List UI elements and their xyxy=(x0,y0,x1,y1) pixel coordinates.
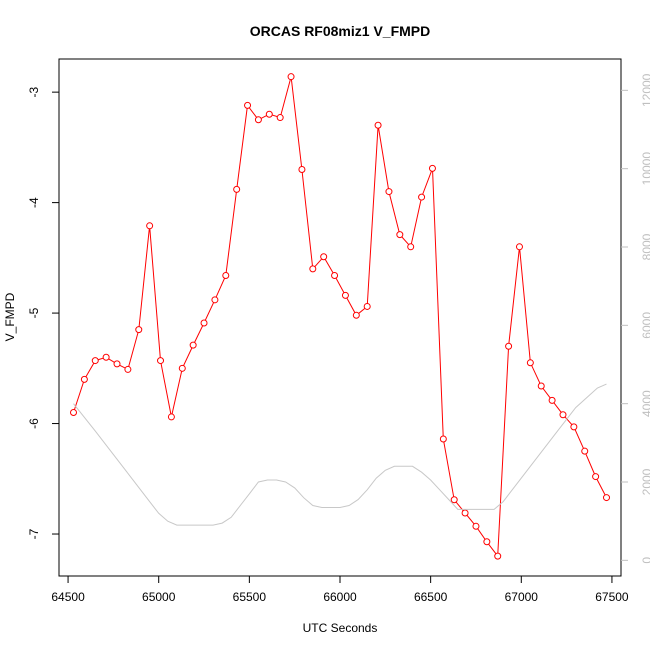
data-point xyxy=(526,359,534,367)
data-point xyxy=(331,272,339,280)
y-right-tick-label: 12000 xyxy=(640,73,650,107)
data-point xyxy=(254,116,262,124)
data-point xyxy=(407,243,415,251)
x-tick-label: 67000 xyxy=(505,590,539,604)
data-point xyxy=(537,382,545,390)
data-point xyxy=(102,353,110,361)
data-point xyxy=(178,364,186,372)
ticks-layer: 64500 65000 65500 66000 66500 67000 67500 -7 -6 -… xyxy=(27,73,650,604)
data-point xyxy=(472,522,480,530)
plot-frame xyxy=(58,58,622,577)
data-point xyxy=(146,222,154,230)
data-point xyxy=(244,101,252,109)
y-tick-label: -5 xyxy=(27,307,41,318)
data-point xyxy=(189,341,197,349)
data-point xyxy=(320,253,328,261)
data-point xyxy=(211,296,219,304)
data-point xyxy=(222,272,230,280)
x-tick-label: 65500 xyxy=(233,590,267,604)
data-point xyxy=(548,396,556,404)
data-point xyxy=(135,326,143,334)
x-tick-label: 64500 xyxy=(51,590,85,604)
data-point xyxy=(80,375,88,383)
data-point xyxy=(91,357,99,365)
data-point xyxy=(570,423,578,431)
data-point xyxy=(157,357,165,365)
y-right-tick-label: 4000 xyxy=(640,390,650,417)
y-right-tick-label: 6000 xyxy=(640,312,650,339)
data-point xyxy=(494,552,502,560)
data-point xyxy=(428,164,436,172)
y-tick-label: -4 xyxy=(27,197,41,208)
data-point xyxy=(592,473,600,481)
x-tick-label: 66500 xyxy=(414,590,448,604)
y-right-tick-label: 10000 xyxy=(640,152,650,186)
data-point xyxy=(363,302,371,310)
y-tick-label: -7 xyxy=(27,528,41,539)
data-point xyxy=(374,121,382,129)
y-right-tick-label: 0 xyxy=(640,557,650,564)
y-tick-label: -6 xyxy=(27,418,41,429)
data-point xyxy=(515,243,523,251)
y-axis-label: V_FMPD xyxy=(3,292,17,341)
data-point xyxy=(483,538,491,546)
data-point xyxy=(200,319,208,327)
series-layer xyxy=(70,73,610,560)
data-point xyxy=(439,435,447,443)
data-point xyxy=(602,494,610,502)
data-point xyxy=(276,114,284,122)
y-tick-label: -3 xyxy=(27,86,41,97)
series-line-right-axis xyxy=(73,383,607,526)
data-point xyxy=(167,413,175,421)
x-tick-label: 66000 xyxy=(323,590,357,604)
data-point xyxy=(385,188,393,196)
data-point xyxy=(559,411,567,419)
data-point xyxy=(309,265,317,273)
data-point xyxy=(70,409,78,417)
series-line-left-axis xyxy=(73,76,607,558)
data-point xyxy=(505,342,513,350)
data-point xyxy=(287,73,295,81)
data-point xyxy=(113,360,121,368)
data-point xyxy=(298,165,306,173)
x-tick-label: 65000 xyxy=(142,590,176,604)
data-point xyxy=(581,447,589,455)
y-right-tick-label: 2000 xyxy=(640,468,650,495)
y-right-tick-label: 8000 xyxy=(640,233,650,260)
chart-title: ORCAS RF08miz1 V_FMPD xyxy=(250,23,430,39)
data-point xyxy=(396,231,404,239)
data-point xyxy=(450,496,458,504)
data-point xyxy=(418,193,426,201)
x-axis-label: UTC Seconds xyxy=(303,621,378,635)
data-point xyxy=(461,509,469,517)
data-point xyxy=(233,185,241,193)
data-point xyxy=(352,311,360,319)
data-point xyxy=(265,110,273,118)
data-point xyxy=(341,291,349,299)
data-point xyxy=(124,365,132,373)
x-tick-label: 67500 xyxy=(595,590,629,604)
